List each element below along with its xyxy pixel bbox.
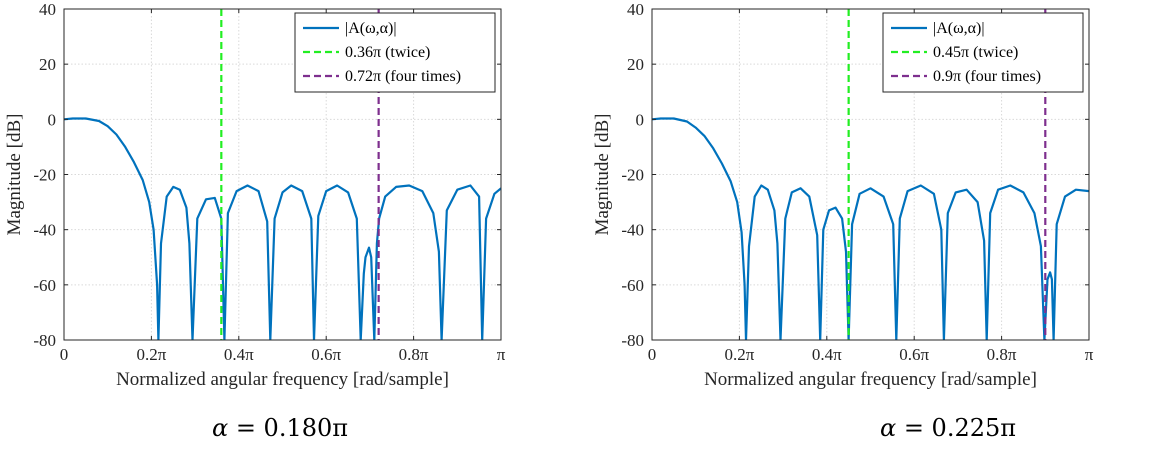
y-tick-label: -60 (33, 276, 56, 295)
figure-right: 0 0.2π 0.4π 0.6π 0.8π π 40 20 0 -20 -40 -60 -80 Norma… (588, 0, 1176, 457)
y-tick-label: 20 (627, 55, 644, 74)
x-tick-label: 0.4π (224, 345, 254, 364)
y-tick-label: -20 (621, 166, 644, 185)
legend: |A(ω,α)| 0.36π (twice) 0.72π (four times) (294, 12, 496, 93)
chart-left: 0 0.2π 0.4π 0.6π 0.8π π 40 20 0 -20 -40 -60 -80 Norma… (4, 0, 506, 390)
y-tick-label: -80 (621, 331, 644, 350)
legend-label-0: |A(ω,α)| (345, 20, 397, 37)
caption-alpha-symbol: α (211, 414, 229, 442)
figure-left: 0 0.2π 0.4π 0.6π 0.8π π 40 20 0 -20 -40 -60 -80 Norma… (4, 0, 506, 442)
x-tick-label: 0.2π (724, 345, 754, 364)
y-tick-label: -20 (33, 166, 56, 185)
legend-label-1: 0.45π (twice) (933, 44, 1018, 61)
legend: |A(ω,α)| 0.45π (twice) 0.9π (four times) (882, 12, 1084, 93)
series-line-magnitude (652, 117, 1089, 340)
series-line-magnitude (64, 117, 501, 340)
x-tick-label: 0.6π (311, 345, 341, 364)
legend-label-1: 0.36π (twice) (345, 44, 430, 61)
x-tick-label: 0 (60, 345, 69, 364)
x-tick-label: π (497, 345, 506, 364)
x-tick-label: 0.8π (987, 345, 1017, 364)
caption-right: α = 0.225π (848, 414, 1048, 442)
legend-label-2: 0.9π (four times) (933, 68, 1041, 85)
x-tick-label: 0 (648, 345, 657, 364)
x-axis-label: Normalized angular frequency [rad/sample… (704, 369, 1037, 390)
caption-alpha-value: = 0.225π (903, 414, 1017, 442)
x-axis-label: Normalized angular frequency [rad/sample… (116, 369, 449, 390)
y-tick-label: 20 (39, 55, 56, 74)
caption-left: α = 0.180π (180, 414, 380, 442)
y-axis-label: Magnitude [dB] (4, 114, 25, 236)
legend-label-0: |A(ω,α)| (933, 20, 985, 37)
y-tick-label: 0 (48, 110, 57, 129)
x-tick-label: 0.6π (899, 345, 929, 364)
x-tick-label: 0.2π (136, 345, 166, 364)
y-tick-label: -40 (33, 221, 56, 240)
x-tick-label: 0.8π (399, 345, 429, 364)
legend-label-2: 0.72π (four times) (345, 68, 461, 85)
y-tick-label: -60 (621, 276, 644, 295)
y-axis-label: Magnitude [dB] (592, 114, 613, 236)
caption-alpha-symbol: α (879, 414, 897, 442)
y-tick-label: 40 (39, 0, 56, 19)
chart-right: 0 0.2π 0.4π 0.6π 0.8π π 40 20 0 -20 -40 -60 -80 Norma… (592, 0, 1094, 390)
x-tick-label: 0.4π (812, 345, 842, 364)
y-tick-label: 0 (636, 110, 645, 129)
y-tick-label: -40 (621, 221, 644, 240)
caption-alpha-value: = 0.180π (235, 414, 349, 442)
x-tick-label: π (1085, 345, 1094, 364)
y-tick-label: -80 (33, 331, 56, 350)
y-tick-label: 40 (627, 0, 644, 19)
